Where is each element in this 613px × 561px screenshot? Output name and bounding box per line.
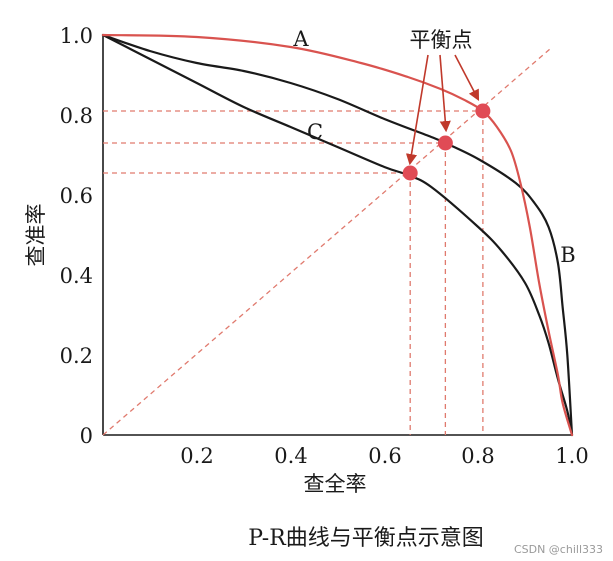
y-axis-label: 查准率	[24, 204, 48, 267]
break-even-point-a	[475, 103, 491, 119]
y-tick-label: 0.4	[60, 264, 93, 288]
break-even-points	[402, 103, 491, 181]
y-tick-label: 0.2	[60, 344, 93, 368]
guide-lines	[102, 48, 551, 436]
x-tick-label: 0.2	[180, 444, 213, 468]
break-even-point-b	[437, 135, 453, 151]
break-even-point-c	[402, 165, 418, 181]
curve-a-label: A	[292, 27, 309, 51]
y-tick-label: 0.6	[60, 184, 93, 208]
watermark: CSDN @chill333	[514, 543, 603, 556]
break-even-arrow	[405, 54, 429, 166]
x-tick-label: 0.6	[368, 444, 401, 468]
curve-a-line	[101, 33, 574, 437]
y-tick-label: 0.8	[60, 104, 93, 128]
x-tick-label: 0.8	[461, 444, 494, 468]
curve-c-line	[101, 33, 574, 437]
y-tick-label: 0	[80, 424, 93, 448]
x-tick-label: 1.0	[555, 444, 588, 468]
x-tick-label: 0.4	[274, 444, 307, 468]
break-even-label: 平衡点	[410, 28, 473, 52]
curve-b-label: B	[560, 243, 575, 267]
chart-title: P-R曲线与平衡点示意图	[248, 526, 484, 551]
y-tick-label: 1.0	[60, 24, 93, 48]
curve-c-label: C	[307, 120, 323, 144]
break-even-arrow	[439, 54, 451, 133]
break-even-arrow	[454, 54, 480, 101]
x-axis-label: 查全率	[304, 472, 367, 496]
